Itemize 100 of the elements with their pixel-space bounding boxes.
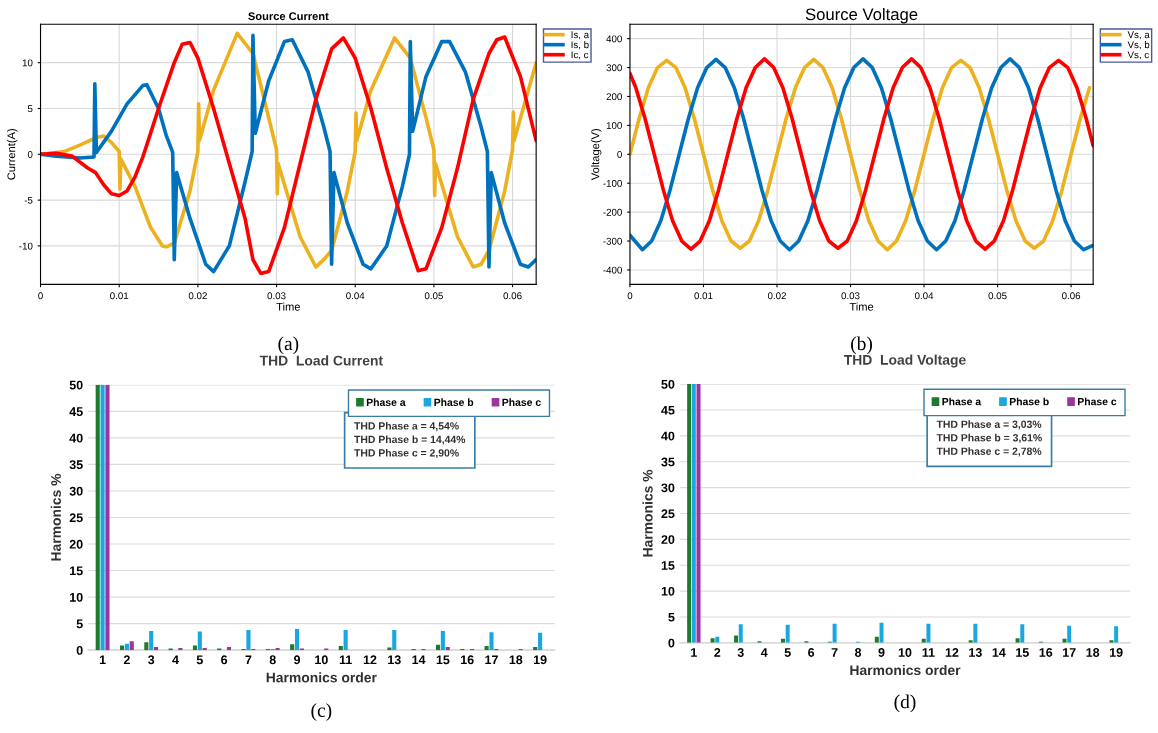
y-tick-label: 15 [70,566,83,576]
x-tick-label: 5 [196,655,203,665]
y-tick-label: 25 [661,509,675,519]
x-tick-label: 7 [831,648,838,657]
bar [440,631,445,651]
bar [445,646,450,651]
bar [696,384,701,643]
bar [832,623,837,643]
y-tick-label: -10 [19,242,33,250]
x-tick-label: 7 [245,655,252,665]
x-tick-label: 0.04 [914,292,934,300]
y-tick-label: 20 [661,535,675,544]
bar [1114,626,1119,643]
y-tick-label: 35 [69,460,83,470]
chart-title: Source Voltage [805,7,918,24]
y-tick-label: 0 [668,638,675,648]
x-tick-label: 14 [992,648,1006,657]
x-tick-label: 10 [315,655,328,665]
x-tick-label: 0.06 [1062,292,1081,300]
text: (a) [278,336,299,355]
legend-label: Vs, c [1127,51,1149,60]
text: (c) [311,703,332,721]
chart-title: THD Load Current [259,355,383,366]
y-tick-label: 40 [69,433,83,443]
annotation: THD Phase a = 3,03% THD Phase b = 3,61% THD Phase c = 2,78% [936,420,1042,457]
y-tick-label: 5 [76,619,83,629]
y-tick-label: 10 [22,59,33,67]
x-tick-label: 12 [363,655,377,665]
bar [124,643,129,651]
bar [226,646,232,651]
x-tick-label: 17 [1063,648,1076,657]
x-tick-label: 4 [172,655,179,665]
bar [1020,624,1025,643]
y-tick-label: 200 [606,93,622,101]
y-tick-label: 30 [69,486,83,496]
y-tick-label: -400 [603,266,622,274]
x-tick-label: 13 [388,655,401,665]
chart-title: Source Current [248,12,329,21]
x-tick-label: 2 [123,655,130,665]
x-tick-label: 0.05 [424,292,443,300]
x-tick-label: 15 [1016,648,1029,657]
y-tick-label: -100 [603,179,622,187]
text: (b) [851,336,873,355]
x-tick-label: 3 [148,655,155,665]
legend-label: Is, b [571,41,589,50]
x-tick-label: 10 [898,648,912,657]
x-tick-label: 19 [1109,648,1123,657]
y-tick-label: 0 [617,151,622,158]
bar [738,624,743,643]
y-axis-title: Harmonics % [50,473,61,561]
bar [149,631,154,651]
y-axis-title: Harmonics % [642,469,653,557]
y-tick-label: 50 [69,380,83,390]
x-tick-label: 0.06 [503,292,522,300]
y-tick-label: 10 [70,592,83,602]
bar [197,631,202,651]
y-tick-label: 15 [661,561,675,570]
bar [533,646,538,651]
bar [926,623,931,643]
x-tick-label: 0.01 [694,292,713,300]
bar [290,644,295,651]
x-tick-label: 0.01 [110,292,129,300]
y-tick-label: -5 [24,196,33,204]
x-axis-title: Harmonics order [850,664,961,676]
x-tick-label: 8 [854,648,862,657]
x-tick-label: 17 [485,655,498,665]
chart-title: THD Load Voltage [843,354,966,368]
x-tick-label: 3 [737,648,744,657]
y-tick-label: 100 [606,122,622,129]
x-tick-label: 9 [294,655,301,665]
bar [879,622,884,643]
y-tick-label: 400 [606,35,622,43]
x-tick-label: 0 [627,292,633,300]
y-tick-label: 35 [661,457,675,467]
x-tick-label: 18 [1086,648,1100,657]
y-tick-label: 25 [69,513,83,523]
legend-label: Ic, c [571,51,589,60]
bar [1067,625,1072,643]
text: (d) [894,694,916,713]
x-tick-label: 15 [436,655,450,665]
y-tick-label: 40 [661,431,675,441]
bar [691,384,696,643]
bar [119,645,125,651]
x-tick-label: 13 [969,648,982,657]
bar [392,630,397,651]
x-tick-label: 0.03 [267,292,286,300]
y-axis-title: Current(A) [7,129,18,180]
bar [435,644,441,651]
legend-label: Is, a [571,31,590,40]
legend-label: Phase c [502,398,541,407]
x-tick-label: 4 [760,648,768,657]
x-tick-label: 19 [533,655,547,665]
annotation: THD Phase a = 4,54% THD Phase b = 14,44% THD Phase c = 2,90% [354,421,466,459]
x-tick-label: 5 [784,648,791,657]
x-tick-label: 14 [412,655,426,665]
x-tick-label: 6 [808,648,815,657]
x-tick-label: 8 [269,655,276,665]
bar [294,628,300,651]
x-tick-label: 0.04 [346,292,365,300]
bar [154,646,159,651]
